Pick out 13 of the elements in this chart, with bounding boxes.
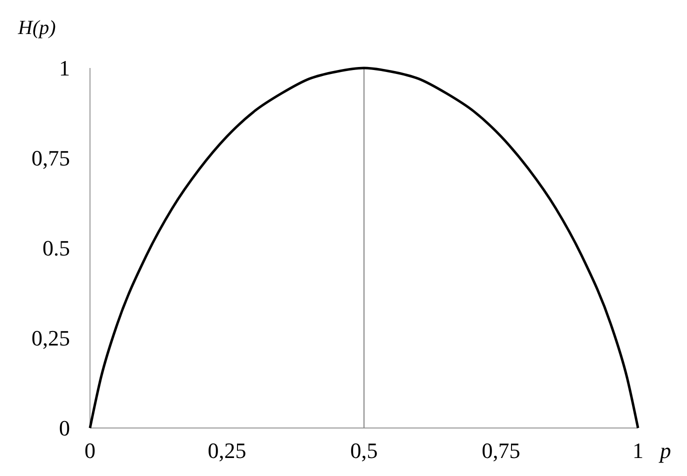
y-axis-title: H(p): [17, 17, 56, 39]
x-tick-label: 0,5: [350, 438, 378, 463]
line-series: [88, 66, 640, 430]
y-tick-label: 1: [59, 56, 70, 81]
y-tick-label: 0,75: [32, 146, 70, 171]
x-tick-label: 0: [84, 438, 96, 463]
y-tick-label: 0.5: [42, 236, 70, 261]
x-tick-label: 0,25: [208, 438, 246, 463]
x-tick-label: 1: [632, 438, 644, 463]
x-axis-title: p: [658, 438, 671, 463]
y-tick-label: 0: [59, 416, 70, 441]
y-tick-label: 0,25: [32, 326, 70, 351]
x-tick-label: 0,75: [482, 438, 520, 463]
